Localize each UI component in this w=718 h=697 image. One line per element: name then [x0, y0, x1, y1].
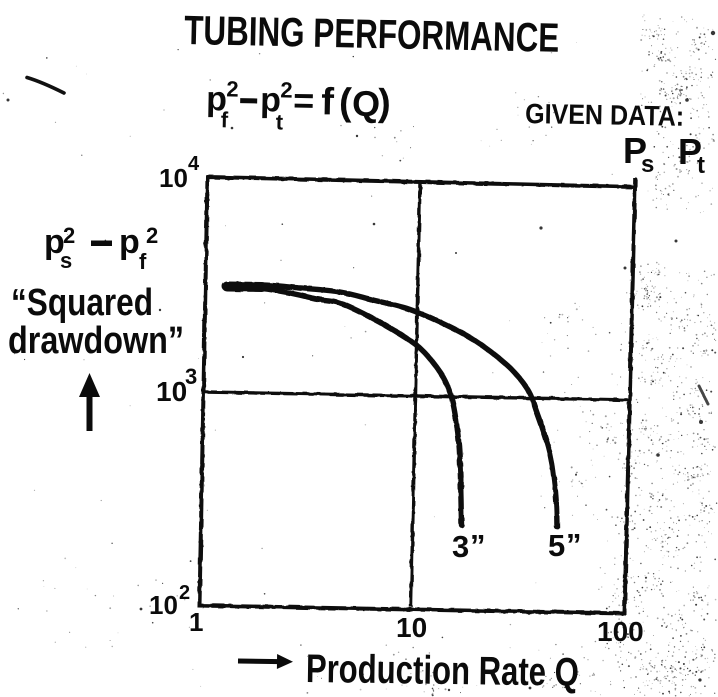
- svg-text:2: 2: [146, 223, 158, 248]
- svg-text:t: t: [697, 152, 705, 179]
- svg-text:p: p: [119, 223, 140, 261]
- svg-text:drawdown”: drawdown”: [8, 320, 184, 362]
- svg-text:p: p: [206, 80, 228, 118]
- svg-text:2: 2: [179, 582, 190, 604]
- svg-text:f: f: [139, 249, 147, 274]
- svg-text:p: p: [260, 81, 282, 119]
- svg-text:5: 5: [548, 528, 565, 563]
- svg-text:2: 2: [280, 77, 293, 102]
- svg-text:Q: Q: [352, 83, 381, 125]
- svg-text:P: P: [678, 131, 702, 172]
- svg-text:10: 10: [156, 376, 187, 407]
- svg-text:“Squared: “Squared: [11, 282, 153, 324]
- svg-text:1: 1: [189, 607, 203, 637]
- svg-text:Production Rate Q: Production Rate Q: [306, 647, 580, 695]
- svg-text:f: f: [321, 81, 335, 123]
- svg-text:TUBING PERFORMANCE: TUBING PERFORMANCE: [184, 7, 560, 61]
- svg-text:100: 100: [597, 616, 644, 647]
- svg-text:”: ”: [470, 528, 486, 563]
- svg-text:(: (: [339, 82, 353, 124]
- svg-text:s: s: [641, 151, 654, 178]
- svg-text:s: s: [60, 248, 72, 273]
- svg-text:10: 10: [396, 612, 427, 643]
- svg-text:): ): [378, 82, 391, 124]
- svg-text:3: 3: [185, 364, 197, 389]
- svg-text:=: =: [293, 80, 315, 121]
- svg-text:3: 3: [452, 529, 469, 564]
- svg-text:”: ”: [566, 527, 582, 562]
- svg-text:GIVEN DATA:: GIVEN DATA:: [525, 98, 685, 132]
- svg-text:p: p: [44, 223, 65, 261]
- svg-text:4: 4: [188, 153, 200, 175]
- svg-text:t: t: [276, 109, 284, 134]
- svg-text:2: 2: [63, 223, 75, 248]
- svg-text:2: 2: [226, 76, 239, 101]
- svg-text:10: 10: [149, 590, 178, 620]
- svg-text:P: P: [623, 130, 647, 171]
- svg-text:10: 10: [159, 163, 188, 193]
- svg-text:f: f: [221, 107, 229, 132]
